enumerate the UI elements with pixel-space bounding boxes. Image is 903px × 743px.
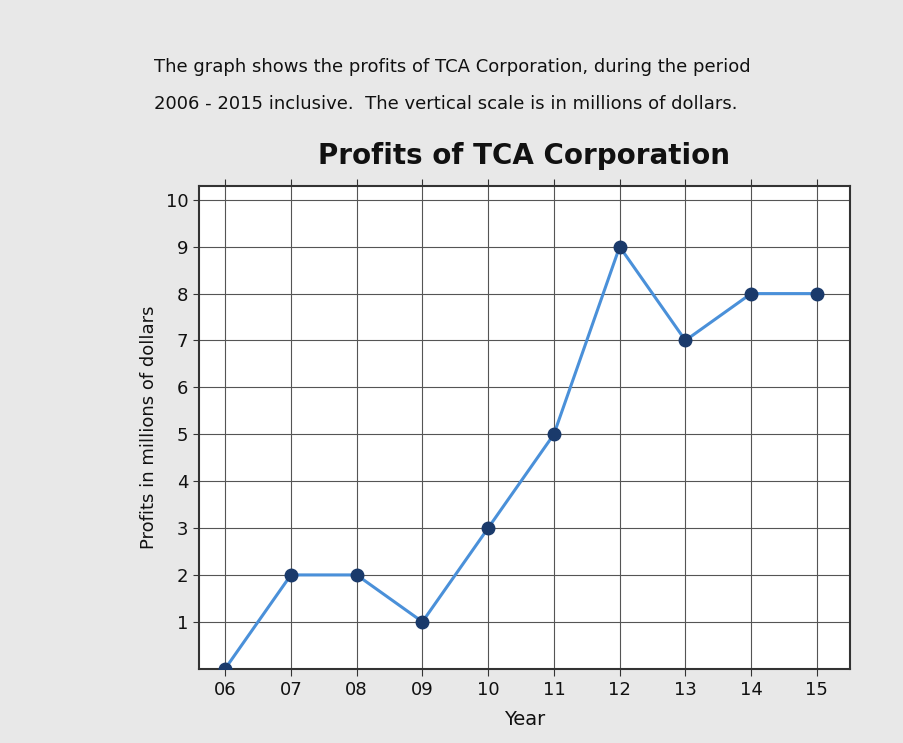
Y-axis label: Profits in millions of dollars: Profits in millions of dollars bbox=[139, 305, 157, 549]
Text: 2006 - 2015 inclusive.  The vertical scale is in millions of dollars.: 2006 - 2015 inclusive. The vertical scal… bbox=[154, 95, 736, 113]
X-axis label: Year: Year bbox=[503, 710, 545, 729]
Text: The graph shows the profits of TCA Corporation, during the period: The graph shows the profits of TCA Corpo… bbox=[154, 58, 749, 76]
Title: Profits of TCA Corporation: Profits of TCA Corporation bbox=[318, 141, 730, 169]
